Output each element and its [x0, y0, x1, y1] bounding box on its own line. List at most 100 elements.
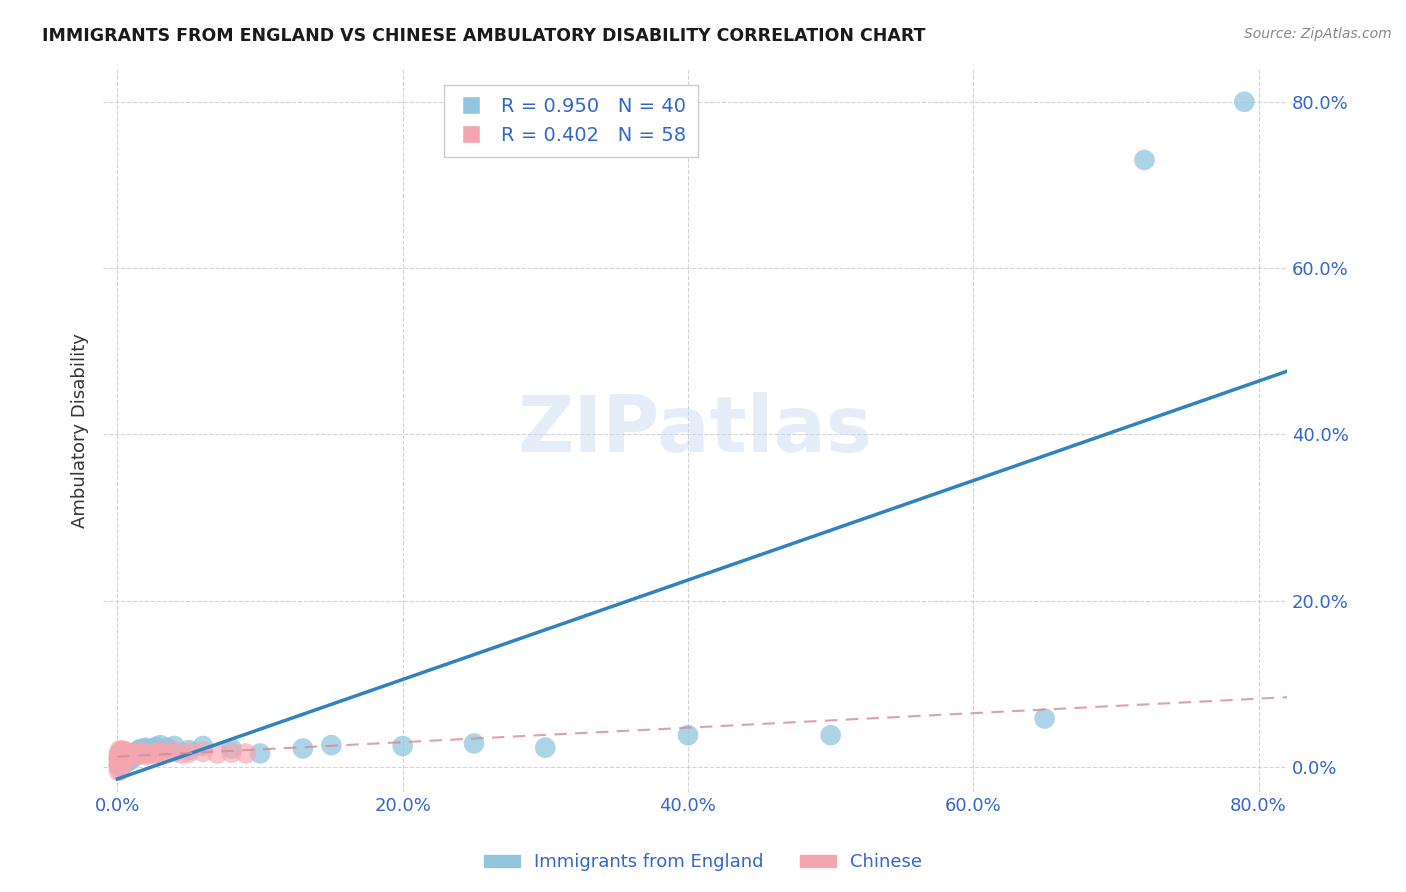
Point: [207, 747, 229, 761]
Point: [156, 746, 179, 760]
Point: [463, 737, 485, 751]
Point: [112, 757, 135, 772]
Point: [117, 755, 139, 769]
Point: [149, 745, 172, 759]
Point: [129, 746, 152, 760]
Point: [110, 743, 132, 757]
Point: [146, 746, 169, 760]
Y-axis label: Ambulatory Disability: Ambulatory Disability: [72, 333, 89, 527]
Point: [115, 748, 138, 763]
Point: [177, 746, 200, 760]
Point: [112, 749, 135, 764]
Point: [111, 751, 134, 765]
Point: [108, 757, 131, 772]
Point: [820, 728, 842, 742]
Text: Source: ZipAtlas.com: Source: ZipAtlas.com: [1244, 27, 1392, 41]
Point: [110, 756, 132, 770]
Point: [149, 738, 172, 752]
Point: [117, 747, 139, 762]
Point: [136, 743, 159, 757]
Point: [118, 748, 141, 763]
Point: [138, 742, 160, 756]
Point: [135, 740, 157, 755]
Point: [110, 751, 132, 765]
Point: [221, 741, 243, 756]
Point: [120, 748, 142, 763]
Point: [134, 745, 156, 759]
Point: [112, 745, 135, 759]
Point: [163, 745, 186, 759]
Point: [142, 747, 165, 762]
Point: [118, 747, 141, 761]
Point: [110, 747, 132, 762]
Point: [221, 746, 243, 760]
Point: [110, 763, 132, 777]
Point: [112, 753, 135, 767]
Text: ZIPatlas: ZIPatlas: [517, 392, 873, 468]
Point: [235, 747, 257, 761]
Point: [191, 745, 214, 759]
Point: [128, 743, 150, 757]
Point: [112, 756, 135, 770]
Point: [108, 747, 131, 762]
Point: [111, 757, 134, 772]
Point: [114, 749, 136, 764]
Point: [121, 752, 143, 766]
Point: [135, 748, 157, 763]
Text: IMMIGRANTS FROM ENGLAND VS CHINESE AMBULATORY DISABILITY CORRELATION CHART: IMMIGRANTS FROM ENGLAND VS CHINESE AMBUL…: [42, 27, 925, 45]
Point: [118, 748, 141, 763]
Point: [117, 749, 139, 764]
Point: [177, 743, 200, 757]
Point: [163, 739, 186, 753]
Point: [114, 744, 136, 758]
Point: [122, 747, 145, 761]
Point: [114, 747, 136, 761]
Point: [108, 749, 131, 764]
Point: [1233, 95, 1256, 109]
Point: [534, 740, 557, 755]
Point: [110, 753, 132, 767]
Point: [291, 741, 314, 756]
Point: [191, 739, 214, 753]
Legend: Immigrants from England, Chinese: Immigrants from England, Chinese: [477, 847, 929, 879]
Point: [110, 758, 132, 772]
Point: [121, 747, 143, 762]
Point: [108, 759, 131, 773]
Point: [1133, 153, 1156, 167]
Point: [145, 739, 167, 754]
Point: [124, 748, 146, 763]
Point: [108, 753, 131, 767]
Point: [125, 745, 148, 759]
Point: [120, 749, 142, 764]
Point: [321, 738, 343, 752]
Point: [249, 747, 271, 761]
Point: [131, 744, 153, 758]
Point: [115, 756, 138, 770]
Point: [128, 747, 150, 762]
Point: [111, 745, 134, 759]
Point: [156, 740, 179, 755]
Point: [391, 739, 413, 753]
Point: [111, 747, 134, 761]
Point: [111, 748, 134, 763]
Point: [132, 747, 155, 761]
Point: [112, 747, 135, 762]
Point: [676, 728, 699, 742]
Point: [115, 746, 138, 760]
Point: [170, 747, 193, 761]
Point: [129, 742, 152, 756]
Point: [114, 753, 136, 767]
Point: [111, 751, 134, 765]
Point: [110, 749, 132, 764]
Point: [125, 747, 148, 761]
Legend: R = 0.950   N = 40, R = 0.402   N = 58: R = 0.950 N = 40, R = 0.402 N = 58: [444, 86, 697, 156]
Point: [124, 748, 146, 763]
Point: [111, 754, 134, 768]
Point: [138, 747, 160, 761]
Point: [132, 741, 155, 756]
Point: [142, 741, 165, 756]
Point: [108, 759, 131, 773]
Point: [122, 747, 145, 761]
Point: [115, 751, 138, 765]
Point: [108, 751, 131, 765]
